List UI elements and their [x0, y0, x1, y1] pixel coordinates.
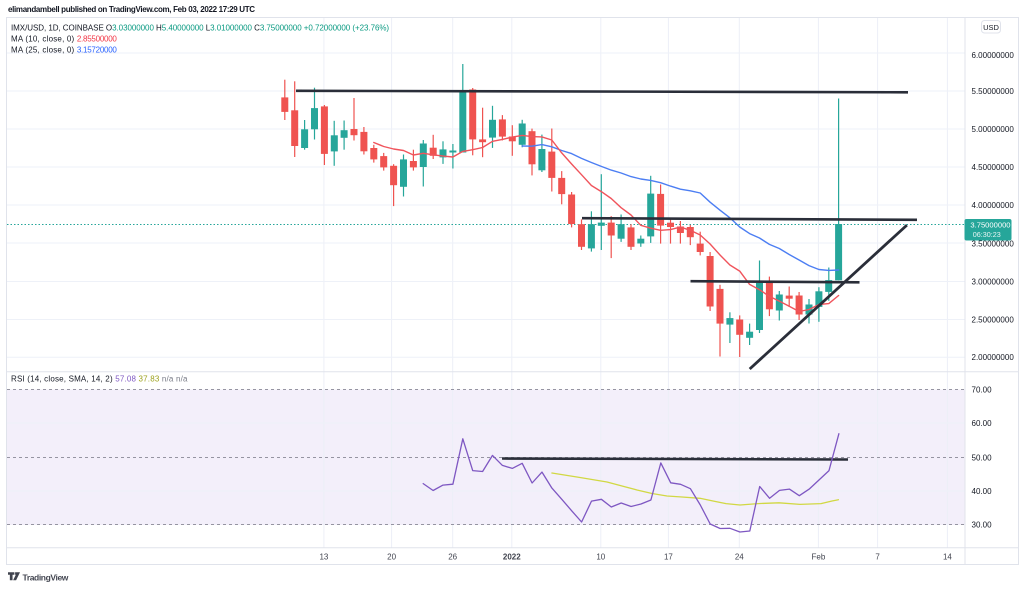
svg-text:5.00000000: 5.00000000 [972, 125, 1015, 134]
svg-text:17: 17 [664, 552, 673, 561]
svg-text:TradingView: TradingView [23, 573, 69, 583]
svg-text:50.00: 50.00 [972, 453, 993, 462]
svg-text:06:30:23: 06:30:23 [973, 230, 1001, 239]
svg-text:3.50000000: 3.50000000 [972, 239, 1015, 248]
svg-text:USD: USD [983, 23, 999, 32]
svg-text:IMX/USD, 1D, COINBASE O3.03000: IMX/USD, 1D, COINBASE O3.03000000 H5.400… [11, 23, 389, 32]
svg-text:3.75000000: 3.75000000 [970, 221, 1010, 230]
svg-text:MA (10, close, 0) 2.85500000: MA (10, close, 0) 2.85500000 [11, 34, 117, 43]
svg-text:5.50000000: 5.50000000 [972, 87, 1015, 96]
svg-text:Feb: Feb [812, 552, 826, 561]
svg-text:7: 7 [875, 552, 880, 561]
svg-text:24: 24 [735, 552, 744, 561]
svg-text:6.00000000: 6.00000000 [972, 51, 1015, 60]
svg-text:RSI (14, close, SMA, 14, 2) 57: RSI (14, close, SMA, 14, 2) 57.08 37.83 … [11, 374, 188, 383]
svg-text:30.00: 30.00 [972, 520, 993, 529]
svg-text:14: 14 [943, 552, 952, 561]
svg-text:MA (25, close, 0) 3.15720000: MA (25, close, 0) 3.15720000 [11, 45, 117, 54]
svg-text:40.00: 40.00 [972, 487, 993, 496]
svg-text:2022: 2022 [503, 552, 521, 561]
svg-text:4.00000000: 4.00000000 [972, 201, 1015, 210]
svg-text:10: 10 [596, 552, 605, 561]
svg-text:26: 26 [448, 552, 457, 561]
svg-text:13: 13 [319, 552, 328, 561]
svg-text:20: 20 [387, 552, 396, 561]
svg-text:2.50000000: 2.50000000 [972, 315, 1015, 324]
svg-text:elimandambell published on Tra: elimandambell published on TradingView.c… [8, 5, 255, 14]
svg-text:2.00000000: 2.00000000 [972, 353, 1015, 362]
svg-text:3.00000000: 3.00000000 [972, 278, 1015, 287]
svg-text:4.50000000: 4.50000000 [972, 163, 1015, 172]
svg-text:60.00: 60.00 [972, 419, 993, 428]
svg-text:70.00: 70.00 [972, 385, 993, 394]
